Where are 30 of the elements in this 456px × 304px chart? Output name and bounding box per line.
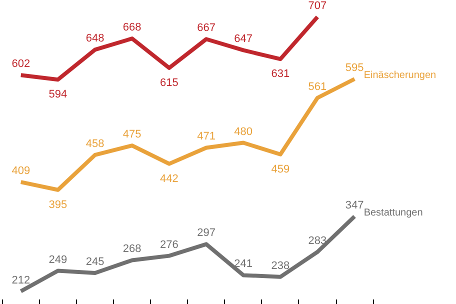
- data-label: 442: [160, 172, 178, 185]
- data-label: 297: [197, 227, 216, 240]
- data-label: 241: [234, 258, 253, 270]
- data-label: 647: [234, 33, 253, 46]
- data-label: 594: [48, 88, 68, 101]
- data-label: 212: [12, 274, 30, 286]
- data-label: 648: [86, 32, 104, 45]
- series-label: Bestattungen: [364, 208, 423, 219]
- data-label: 395: [48, 198, 68, 211]
- data-label: 707: [308, 0, 327, 12]
- data-label: 268: [122, 243, 142, 256]
- data-label: 561: [308, 80, 327, 93]
- data-label: 276: [160, 238, 178, 251]
- series-label: Einäscherungen: [364, 70, 436, 82]
- data-label: 471: [197, 130, 216, 143]
- data-label: 475: [122, 128, 142, 141]
- data-label: 615: [160, 76, 178, 89]
- data-label: 631: [271, 68, 290, 80]
- data-label: 668: [122, 22, 142, 34]
- data-label: 409: [12, 165, 30, 178]
- data-label: 459: [271, 163, 290, 176]
- data-label: 458: [86, 138, 104, 150]
- data-label: 595: [345, 62, 364, 74]
- data-label: 249: [48, 254, 68, 266]
- data-label: 347: [345, 199, 364, 212]
- data-label: 480: [234, 126, 253, 138]
- data-label: 245: [86, 256, 104, 268]
- data-label: 238: [271, 260, 290, 272]
- data-label: 667: [197, 22, 216, 34]
- data-label: 602: [12, 58, 30, 70]
